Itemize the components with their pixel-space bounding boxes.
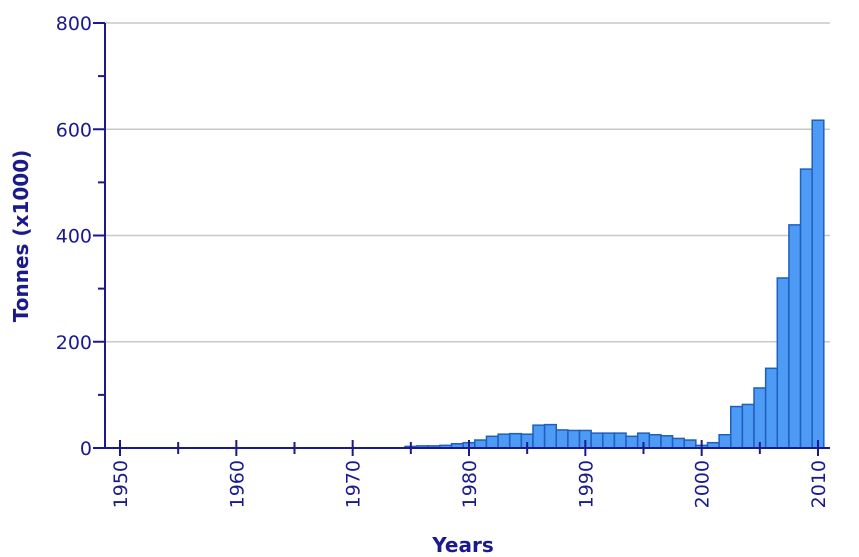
- y-axis-title: Tonnes (x1000): [9, 150, 33, 322]
- bar: [555, 429, 569, 449]
- bar: [567, 429, 581, 449]
- ticks: [93, 22, 819, 456]
- x-tick-label: 1970: [343, 460, 365, 508]
- x-tick-label: 1960: [226, 460, 248, 508]
- bar: [602, 432, 616, 449]
- bar: [799, 168, 813, 449]
- bar: [474, 439, 488, 449]
- gridlines: [105, 22, 830, 343]
- bar: [753, 387, 767, 449]
- bar: [497, 433, 511, 449]
- x-tick-label: 2010: [808, 460, 830, 508]
- x-tick-label: 2000: [692, 460, 714, 508]
- bar: [543, 423, 557, 449]
- bar: [590, 432, 604, 449]
- tick-labels: 0 200 400 600 800 1950 1960 1970 1980 1990 2000 201…: [56, 13, 830, 508]
- y-tick-label: 400: [56, 226, 92, 248]
- bar: [613, 432, 627, 449]
- bars: [404, 119, 825, 449]
- y-tick-label: 800: [56, 13, 92, 35]
- y-tick-label: 200: [56, 332, 92, 354]
- x-tick-label: 1990: [575, 460, 597, 508]
- x-tick-label: 1980: [459, 460, 481, 508]
- x-tick-label: 1950: [110, 460, 132, 508]
- bar: [485, 435, 499, 449]
- bar: [660, 435, 674, 449]
- bar: [532, 424, 546, 449]
- bar: [648, 433, 662, 449]
- bar: [683, 439, 697, 449]
- y-tick-label: 600: [56, 119, 92, 141]
- bar: [718, 433, 732, 449]
- bar: [508, 432, 523, 449]
- bar: [741, 403, 755, 449]
- bar: [788, 224, 802, 449]
- bar: [764, 367, 779, 449]
- bar: [776, 277, 790, 449]
- x-axis-title: Years: [431, 533, 493, 557]
- y-tick-label: 0: [80, 438, 92, 460]
- bar: [671, 437, 685, 449]
- bar: [730, 405, 744, 449]
- bar: [811, 119, 825, 449]
- bar: [625, 435, 639, 449]
